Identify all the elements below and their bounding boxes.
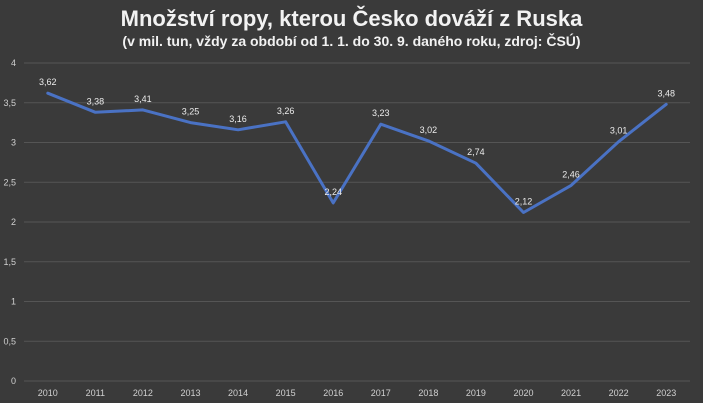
data-label: 2,74	[467, 147, 485, 157]
y-tick-label: 2	[11, 217, 16, 227]
chart-subtitle: (v mil. tun, vždy za období od 1. 1. do …	[122, 33, 581, 49]
x-tick-label: 2018	[418, 388, 438, 398]
data-label: 2,12	[515, 196, 533, 206]
chart-title: Množství ropy, kterou Česko dováží z Rus…	[120, 6, 583, 31]
series-line	[46, 91, 668, 214]
y-tick-label: 3	[11, 138, 16, 148]
x-tick-label: 2022	[609, 388, 629, 398]
x-tick-label: 2015	[276, 388, 296, 398]
x-tick-label: 2023	[656, 388, 676, 398]
y-tick-label: 1	[11, 297, 16, 307]
data-label: 2,24	[324, 187, 342, 197]
y-tick-label: 0	[11, 376, 16, 386]
data-label: 3,62	[39, 77, 57, 87]
data-label: 3,41	[134, 94, 152, 104]
y-tick-label: 1,5	[3, 257, 16, 267]
data-label: 3,48	[657, 88, 675, 98]
y-tick-label: 2,5	[3, 177, 16, 187]
data-label: 3,26	[277, 106, 295, 116]
data-label: 2,46	[562, 169, 580, 179]
x-tick-label: 2012	[133, 388, 153, 398]
x-tick-label: 2011	[86, 388, 105, 398]
y-tick-label: 4	[11, 58, 16, 68]
data-label: 3,23	[372, 108, 390, 118]
x-tick-label: 2014	[228, 388, 248, 398]
x-tick-label: 2016	[323, 388, 343, 398]
data-label: 3,01	[610, 126, 628, 136]
y-tick-label: 0,5	[3, 336, 16, 346]
y-tick-label: 3,5	[3, 98, 16, 108]
data-label: 3,16	[229, 114, 247, 124]
x-tick-label: 2010	[38, 388, 58, 398]
data-label: 3,02	[420, 125, 438, 135]
x-tick-label: 2017	[371, 388, 391, 398]
x-tick-label: 2019	[466, 388, 486, 398]
data-label: 3,25	[182, 107, 200, 117]
data-label: 3,38	[87, 96, 105, 106]
x-tick-label: 2013	[180, 388, 200, 398]
x-tick-label: 2020	[513, 388, 533, 398]
x-tick-label: 2021	[561, 388, 581, 398]
